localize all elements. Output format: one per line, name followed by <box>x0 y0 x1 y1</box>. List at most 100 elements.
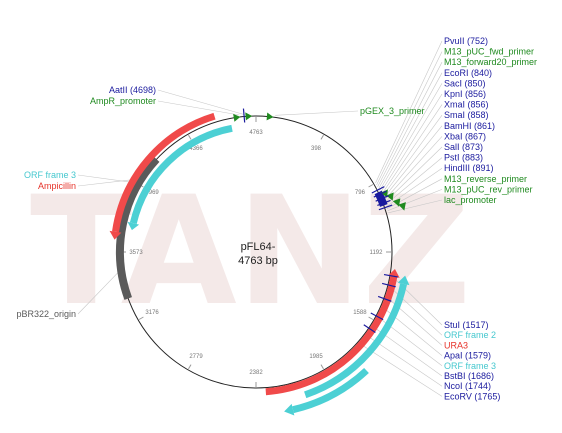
label-right-bottom-2: URA3 <box>444 340 468 350</box>
primer-arrow-mark <box>266 112 274 121</box>
label-right-top-10: SalI (873) <box>444 142 483 152</box>
label-right-top-8: BamHI (861) <box>444 121 495 131</box>
label-right-bottom-7: EcoRV (1765) <box>444 391 500 401</box>
orf-frame-2-arc-arc <box>304 283 408 399</box>
leader-line <box>375 40 443 184</box>
label-right-top-11: PstI (883) <box>444 153 483 163</box>
tick-label: 3573 <box>129 250 143 256</box>
restriction-site-marks <box>233 108 406 334</box>
label-pgex-3-primer: pGEX_3_primer <box>360 106 425 116</box>
leader-line <box>388 199 443 214</box>
orf-frame-3-right-arc <box>284 367 369 416</box>
leader-line <box>77 174 137 184</box>
ampicillin-arc-arrowhead <box>109 230 122 240</box>
plasmid-size: 4763 bp <box>238 255 278 267</box>
orf-frame-2-arc-arrowhead <box>397 275 410 286</box>
primer-arrow-mark <box>386 192 394 201</box>
leader-line <box>377 62 443 187</box>
label-right-bottom-3: ApaI (1579) <box>444 351 491 361</box>
leader-line <box>157 100 240 116</box>
leader-line <box>387 189 443 211</box>
leader-line <box>376 51 443 186</box>
restriction-site-tick <box>383 273 398 278</box>
orf-frame-3-left-arc-arc <box>129 124 233 225</box>
leader-line <box>382 125 443 199</box>
label-right-top-9: XbaI (867) <box>444 131 486 141</box>
ampicillin-arc <box>109 112 216 240</box>
label-aatii: AatII (4698) <box>109 85 156 95</box>
orf-frame-3-left-arc <box>127 124 233 231</box>
leader-line <box>378 72 443 189</box>
label-right-top-5: KpnI (856) <box>444 89 486 99</box>
primer-arrow-mark <box>392 198 401 207</box>
leader-line <box>383 136 443 201</box>
tick-label: 1985 <box>309 354 323 360</box>
ampicillin-arc-arc <box>112 112 216 233</box>
leader-line <box>384 146 443 203</box>
restriction-site-tick <box>242 108 246 123</box>
restriction-site-tick <box>377 199 391 206</box>
label-right-top-15: lac_promoter <box>444 195 497 205</box>
label-right-bottom-5: BstBI (1686) <box>444 371 494 381</box>
label-pbr322-origin: pBR322_origin <box>16 309 76 319</box>
restriction-site-tick <box>378 204 393 211</box>
tick-label: 796 <box>355 190 366 196</box>
label-right-bottom-0: StuI (1517) <box>444 320 489 330</box>
leader-line <box>157 89 245 115</box>
leader-line <box>382 115 443 197</box>
leader-line <box>275 110 359 116</box>
tick-mark <box>368 184 374 188</box>
tick-label: 1192 <box>370 250 384 256</box>
leader-line <box>77 270 120 315</box>
label-right-top-1: M13_pUC_fwd_primer <box>444 47 534 57</box>
label-right-top-6: XmaI (856) <box>444 100 489 110</box>
label-right-top-4: SacI (850) <box>444 78 486 88</box>
orf-frame-2-arc <box>304 275 410 399</box>
label-ampicillin: Ampicillin <box>38 181 76 191</box>
label-right-bottom-4: ORF frame 3 <box>444 361 496 371</box>
pbr322-origin-arc-arc <box>115 156 160 300</box>
tick-label: 4763 <box>249 130 263 136</box>
leader-line <box>381 104 443 195</box>
orf-frame-3-left-arc-arrowhead <box>127 221 140 231</box>
label-right-top-0: PvuII (752) <box>444 36 488 46</box>
label-right-top-3: EcoRI (840) <box>444 68 492 78</box>
restriction-site-tick <box>373 190 387 198</box>
label-orf-frame-3-left: ORF frame 3 <box>24 170 76 180</box>
orf-frame-3-right-arc-arc <box>292 367 369 414</box>
tick-label: 3176 <box>145 310 159 316</box>
tick-label: 2382 <box>249 370 263 376</box>
label-ampr-promoter: AmpR_promoter <box>90 96 156 106</box>
primer-arrow-mark <box>233 113 241 122</box>
restriction-site-tick <box>377 295 392 302</box>
tick-label: 3969 <box>145 190 159 196</box>
primer-arrow-mark <box>245 112 253 121</box>
primer-arrow-mark <box>398 202 406 211</box>
tick-label: 1588 <box>353 310 367 316</box>
tick-label: 398 <box>311 146 322 152</box>
restriction-site-tick <box>375 195 389 202</box>
label-right-bottom-1: ORF frame 2 <box>444 330 496 340</box>
restriction-site-tick <box>363 324 376 334</box>
label-right-bottom-6: NcoI (1744) <box>444 381 491 391</box>
tick-mark <box>320 134 324 140</box>
pbr322-origin-arc <box>115 156 160 300</box>
plasmid-name: pFL64- <box>241 241 276 253</box>
tick-mark <box>188 364 192 370</box>
leader-line <box>379 83 443 191</box>
label-right-top-13: M13_reverse_primer <box>444 174 527 184</box>
restriction-site-tick <box>371 186 385 194</box>
tick-mark <box>368 316 374 320</box>
tick-marks: 4763 398 796 1192 1588 1985 2382 2779 3176 3573 39… <box>121 117 391 387</box>
tick-mark <box>320 364 324 370</box>
tick-mark <box>188 134 192 140</box>
leader-line <box>385 157 443 205</box>
label-right-top-7: SmaI (858) <box>444 110 489 120</box>
leader-line <box>77 178 140 187</box>
label-right-top-12: HindIII (891) <box>444 163 494 173</box>
restriction-site-tick <box>370 312 384 321</box>
leader-line <box>380 93 443 193</box>
